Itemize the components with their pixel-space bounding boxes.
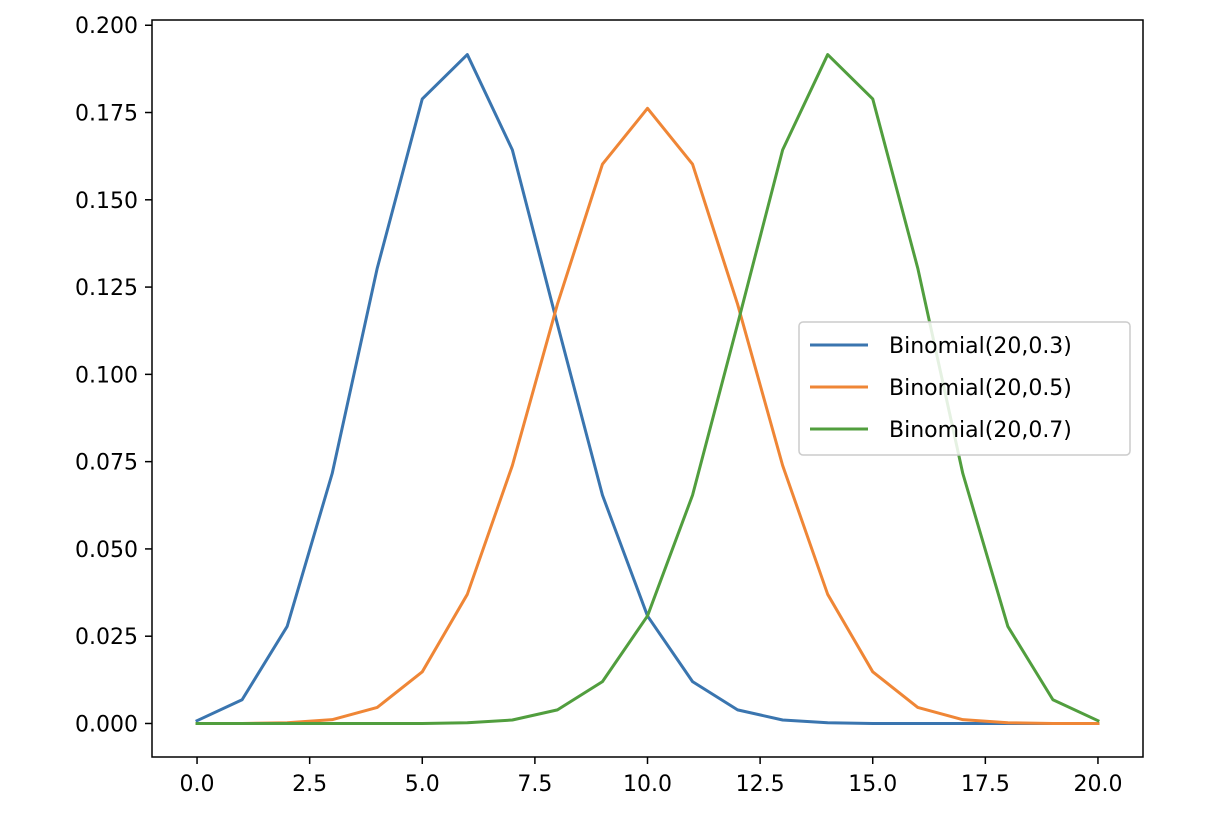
y-axis: 0.000 0.025 0.050 0.075 0.100 0.125 0.150 0.175… [75, 14, 152, 737]
y-tick-label: 0.150 [75, 189, 138, 214]
legend-label-1: Binomial(20,0.3) [889, 334, 1072, 359]
legend-label-3: Binomial(20,0.7) [889, 418, 1072, 443]
x-tick-label: 20.0 [1073, 772, 1122, 797]
x-tick-label: 7.5 [517, 772, 552, 797]
x-tick-label: 2.5 [292, 772, 327, 797]
y-tick-label: 0.200 [75, 14, 138, 39]
y-tick-label: 0.175 [75, 102, 138, 127]
y-tick-label: 0.125 [75, 276, 138, 301]
x-tick-label: 10.0 [623, 772, 672, 797]
x-axis: 0.0 2.5 5.0 7.5 10.0 12.5 15.0 17.5 20.0 [180, 757, 1122, 797]
x-tick-label: 0.0 [180, 772, 215, 797]
x-tick-label: 5.0 [405, 772, 440, 797]
x-tick-label: 12.5 [736, 772, 785, 797]
y-tick-label: 0.100 [75, 363, 138, 388]
y-tick-label: 0.075 [75, 451, 138, 476]
series-line-2 [195, 106, 1100, 725]
y-tick-label: 0.000 [75, 712, 138, 737]
y-tick-label: 0.025 [75, 625, 138, 650]
y-tick-label: 0.050 [75, 538, 138, 563]
legend-box [798, 321, 1131, 456]
x-tick-label: 17.5 [961, 772, 1010, 797]
legend-label-2: Binomial(20,0.5) [889, 376, 1072, 401]
x-tick-label: 15.0 [848, 772, 897, 797]
legend: Binomial(20,0.3) Binomial(20,0.5) Binomial… [798, 321, 1131, 456]
